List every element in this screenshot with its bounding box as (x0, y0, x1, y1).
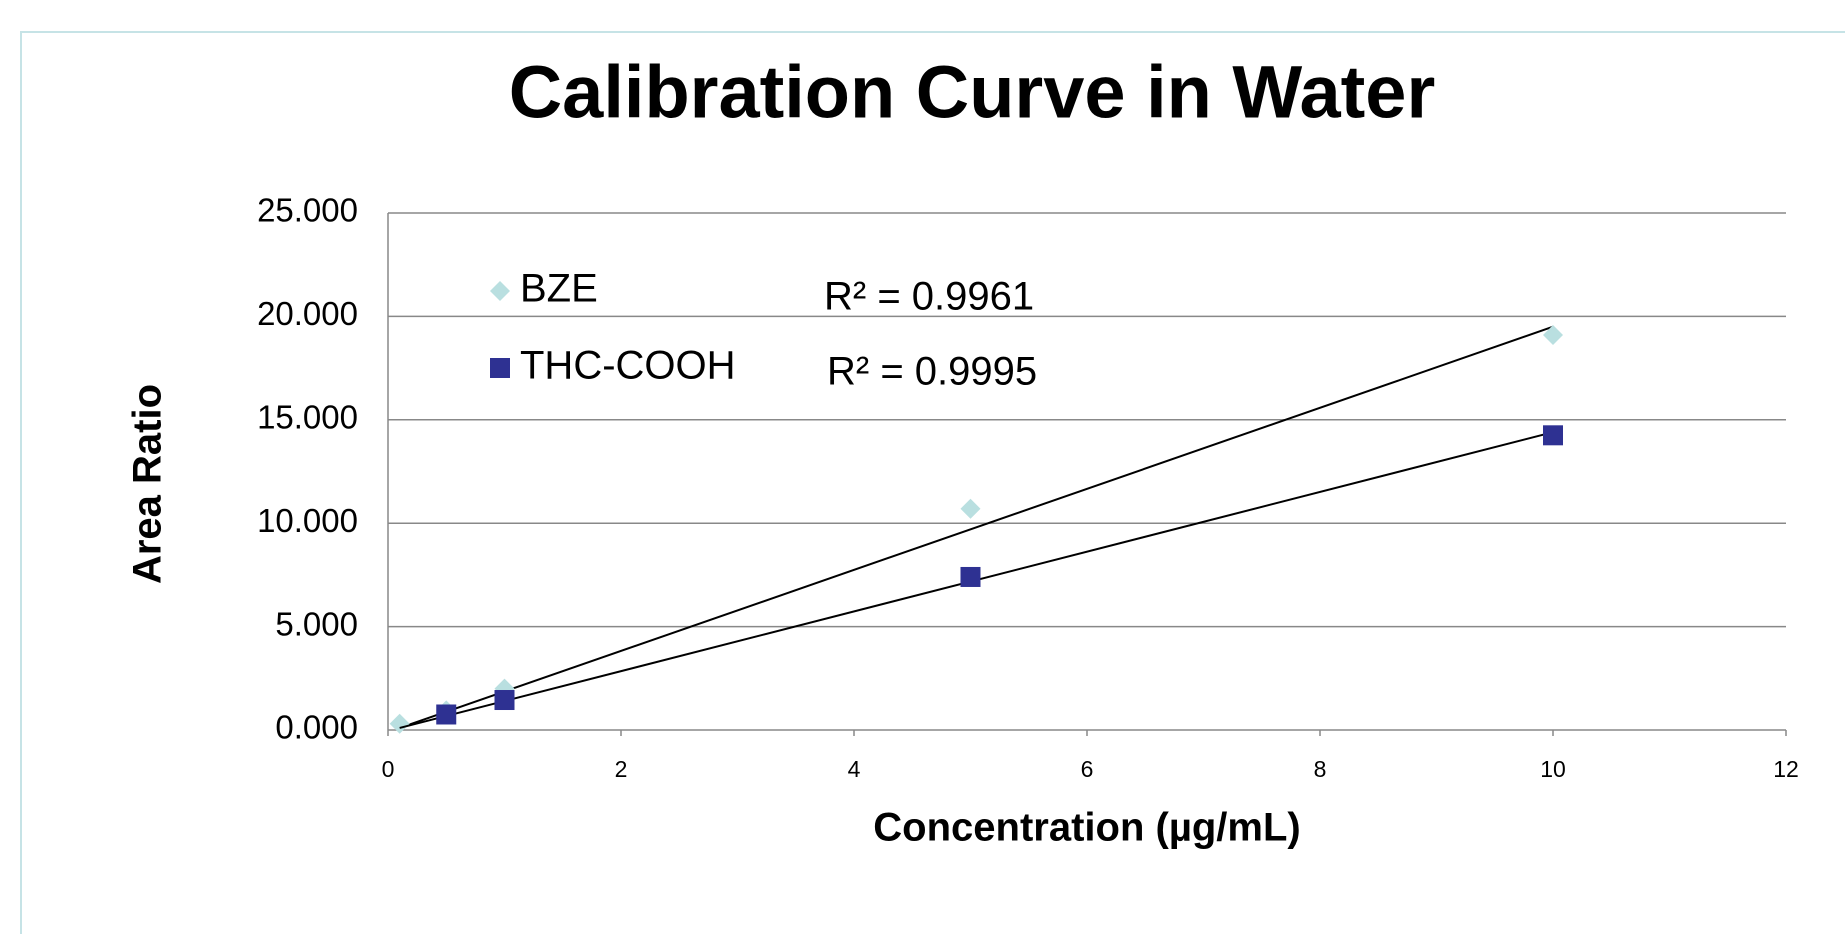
x-tick-label: 2 (615, 756, 628, 782)
legend-marker (490, 281, 510, 301)
y-tick-label: 5.000 (275, 605, 358, 642)
x-tick-label: 6 (1081, 756, 1094, 782)
legend-label: THC-COOH (520, 344, 736, 388)
point (960, 566, 981, 587)
point (436, 704, 457, 725)
y-tick-label: 10.000 (257, 502, 358, 539)
point (494, 690, 515, 711)
y-tick-label: 20.000 (257, 295, 358, 332)
legend-label: BZE (520, 267, 598, 311)
chart-title: Calibration Curve in Water (509, 51, 1436, 134)
legend-marker (490, 358, 510, 378)
point (1543, 425, 1563, 446)
point (960, 498, 981, 519)
trendline (399, 325, 1554, 729)
point (389, 713, 410, 734)
x-axis-title: Concentration (µg/mL) (873, 806, 1300, 850)
x-tick-label: 4 (848, 756, 861, 782)
r-squared-label: R² = 0.9961 (824, 275, 1034, 319)
x-tick-label: 10 (1540, 756, 1566, 782)
y-tick-label: 0.000 (275, 709, 358, 746)
r-squared-label: R² = 0.9995 (827, 350, 1037, 394)
frame (20, 31, 1845, 934)
x-tick-label: 12 (1773, 756, 1799, 782)
point (1543, 325, 1563, 346)
x-tick-label: 8 (1314, 756, 1327, 782)
y-tick-label: 25.000 (257, 192, 358, 229)
y-tick-label: 15.000 (257, 399, 358, 436)
x-tick-label: 0 (382, 756, 395, 782)
y-axis-title: Area Ratio (126, 384, 170, 584)
